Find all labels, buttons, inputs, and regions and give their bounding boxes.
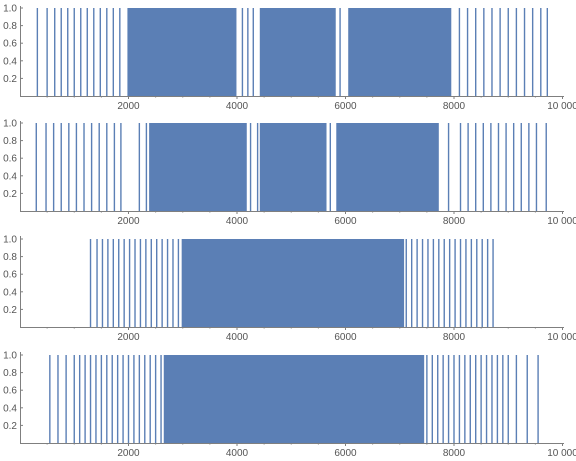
y-tick-label: 0.4 — [3, 403, 17, 414]
x-tick-label: 10 000 — [547, 216, 576, 227]
x-tick-label: 6000 — [334, 101, 357, 112]
y-tick-label: 1.0 — [3, 351, 17, 362]
x-tick-label: 6000 — [334, 216, 357, 227]
x-tick-label: 10 000 — [547, 101, 576, 112]
x-tick-label: 10 000 — [547, 448, 576, 459]
chart-panel-3: 2000 4000 6000 8000 10 000 0.2 0.4 0.6 0.8 1.0 — [3, 235, 576, 344]
y-tick-label: 1.0 — [3, 235, 17, 246]
x-tick-label: 4000 — [226, 448, 249, 459]
data-band-1 — [163, 355, 425, 443]
x-tick-label: 6000 — [334, 448, 357, 459]
data-band-1 — [127, 8, 237, 96]
chart-panel-1: 2000 4000 6000 8000 10 000 0.2 0.4 0.6 0.8 1.0 — [3, 4, 576, 113]
y-tick-label: 0.2 — [3, 305, 17, 316]
y-tick-label: 0.8 — [3, 252, 17, 263]
x-tick-label: 2000 — [117, 101, 140, 112]
y-tick-label: 0.2 — [3, 189, 17, 200]
x-tick-label: 4000 — [226, 332, 249, 343]
x-tick-label: 4000 — [226, 216, 249, 227]
x-tick-label: 2000 — [117, 332, 140, 343]
y-tick-label: 1.0 — [3, 4, 17, 15]
y-tick-label: 0.4 — [3, 171, 17, 182]
x-tick-label: 6000 — [334, 332, 357, 343]
y-tick-label: 1.0 — [3, 119, 17, 130]
y-tick-label: 0.6 — [3, 270, 17, 281]
chart-panel-2: 2000 4000 6000 8000 10 000 0.2 0.4 0.6 0.8 1.0 — [3, 119, 576, 228]
x-tick-label: 8000 — [443, 101, 466, 112]
data-band-3 — [336, 123, 439, 211]
data-band-2 — [259, 8, 336, 96]
x-tick-label: 10 000 — [547, 332, 576, 343]
x-tick-label: 8000 — [443, 216, 466, 227]
data-band-2 — [259, 123, 327, 211]
data-band-3 — [348, 8, 452, 96]
y-tick-label: 0.8 — [3, 136, 17, 147]
y-tick-label: 0.6 — [3, 154, 17, 165]
y-tick-label: 0.4 — [3, 56, 17, 67]
x-tick-label: 4000 — [226, 101, 249, 112]
x-tick-label: 2000 — [117, 216, 140, 227]
data-band-1 — [149, 123, 247, 211]
y-tick-label: 0.6 — [3, 39, 17, 50]
y-tick-label: 0.8 — [3, 368, 17, 379]
y-tick-label: 0.8 — [3, 21, 17, 32]
y-tick-label: 0.6 — [3, 386, 17, 397]
x-tick-label: 8000 — [443, 448, 466, 459]
y-tick-label: 0.4 — [3, 287, 17, 298]
data-band-1 — [181, 239, 405, 327]
y-tick-label: 0.2 — [3, 74, 17, 85]
y-tick-label: 0.2 — [3, 421, 17, 432]
x-tick-label: 2000 — [117, 448, 140, 459]
x-tick-label: 8000 — [443, 332, 466, 343]
chart-panel-4: 2000 4000 6000 8000 10 000 0.2 0.4 0.6 0.8 1.0 — [3, 351, 576, 460]
